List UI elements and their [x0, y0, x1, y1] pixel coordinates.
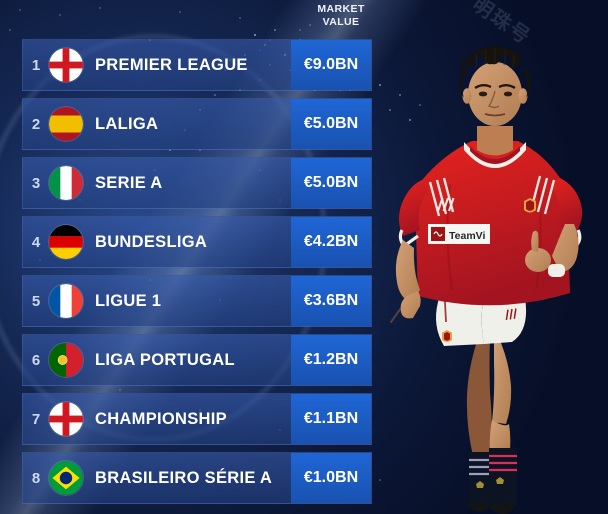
svg-text:TeamVi: TeamVi [449, 230, 485, 242]
